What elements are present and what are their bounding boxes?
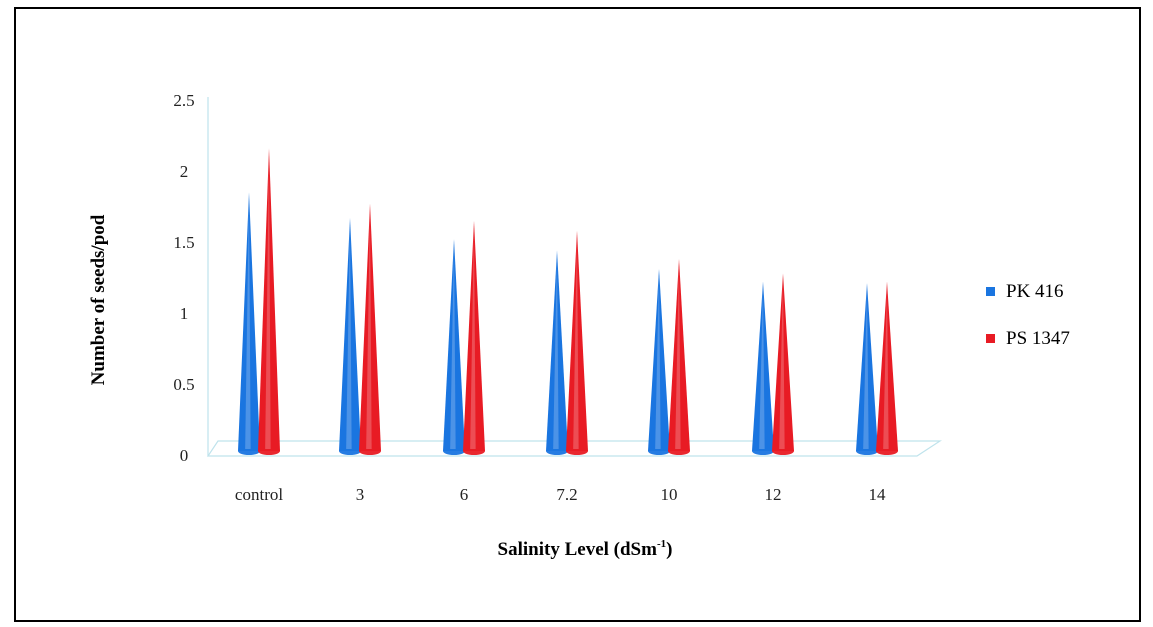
- bar-pk416: [856, 283, 878, 455]
- x-tick-labels: control 3 6 7.2 10 12 14: [235, 485, 886, 504]
- legend-swatch: [986, 287, 995, 296]
- x-axis-label-main: Salinity Level (dSm: [498, 539, 658, 560]
- y-tick-label: 2: [180, 162, 189, 181]
- bar-ps1347: [668, 259, 690, 455]
- y-tick-label: 2.5: [173, 91, 194, 110]
- x-axis-label-close: ): [666, 539, 672, 560]
- chart-axes: [206, 97, 943, 457]
- x-tick-label: 10: [661, 485, 678, 504]
- legend-label: PS 1347: [1006, 328, 1070, 349]
- bar-ps1347: [772, 273, 794, 455]
- x-tick-label: 6: [460, 485, 469, 504]
- legend: PK 416 PS 1347: [986, 281, 1070, 349]
- x-tick-label: 3: [356, 485, 365, 504]
- bar-ps1347: [566, 230, 588, 455]
- bar-pk416: [339, 217, 361, 455]
- bar-pk416: [752, 281, 774, 455]
- y-tick-labels: 0 0.5 1 1.5 2 2.5: [173, 91, 194, 465]
- bar-pk416: [648, 268, 670, 455]
- x-tick-label: 14: [869, 485, 887, 504]
- bar-ps1347: [463, 220, 485, 455]
- chart-bars: [238, 148, 898, 455]
- y-tick-label: 0: [180, 446, 189, 465]
- x-axis-label: Salinity Level (dSm-1): [498, 538, 673, 560]
- bar-ps1347: [359, 203, 381, 455]
- x-axis-label-superscript: -1: [657, 538, 666, 550]
- bar-pk416: [546, 250, 568, 455]
- y-tick-label: 1: [180, 304, 189, 323]
- y-axis-label: Number of seeds/pod: [88, 214, 109, 385]
- legend-label: PK 416: [1006, 281, 1064, 302]
- chart-floor: [206, 440, 943, 457]
- y-tick-label: 1.5: [173, 233, 194, 252]
- legend-item-pk416: PK 416: [986, 281, 1064, 302]
- bar-ps1347: [876, 281, 898, 455]
- y-tick-label: 0.5: [173, 375, 194, 394]
- x-tick-label: control: [235, 485, 283, 504]
- legend-swatch: [986, 334, 995, 343]
- legend-item-ps1347: PS 1347: [986, 328, 1070, 349]
- x-tick-label: 12: [765, 485, 782, 504]
- bar-ps1347: [258, 148, 280, 455]
- bar-pk416: [443, 239, 465, 455]
- bar-pk416: [238, 192, 260, 455]
- x-tick-label: 7.2: [556, 485, 577, 504]
